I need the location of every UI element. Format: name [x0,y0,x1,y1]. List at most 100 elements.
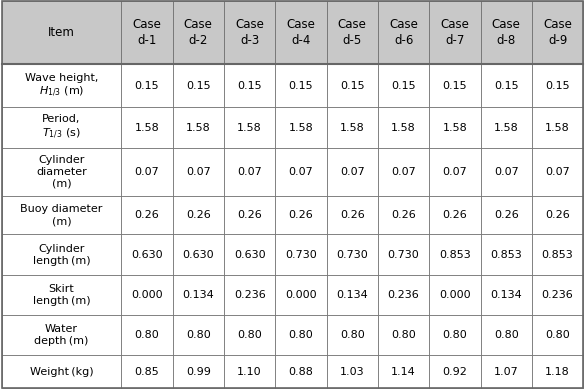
Bar [121,1,173,64]
Bar [378,107,429,148]
Text: 0.730: 0.730 [388,249,419,259]
Text: 0.236: 0.236 [388,290,419,300]
Bar [224,1,276,64]
Text: 0.15: 0.15 [186,81,211,91]
Bar [429,355,481,388]
Text: Weight (kg): Weight (kg) [30,366,94,377]
Text: 1.58: 1.58 [288,123,314,133]
Bar [481,275,532,315]
Bar [276,235,326,275]
Text: 1.58: 1.58 [340,123,364,133]
Bar [326,355,378,388]
Text: 1.58: 1.58 [545,123,570,133]
Text: 0.26: 0.26 [135,210,159,220]
Text: Case
d-4: Case d-4 [287,18,315,47]
Bar [173,1,224,64]
Bar [224,148,276,196]
Text: 0.853: 0.853 [542,249,573,259]
Text: 0.730: 0.730 [285,249,317,259]
Text: Case
d-3: Case d-3 [235,18,264,47]
Bar [532,275,583,315]
Text: 1.58: 1.58 [391,123,416,133]
Text: Case
d-5: Case d-5 [338,18,367,47]
Text: 0.07: 0.07 [288,167,314,177]
Text: 0.80: 0.80 [135,330,159,340]
Bar [276,1,326,64]
Text: 0.15: 0.15 [135,81,159,91]
Text: 0.80: 0.80 [288,330,314,340]
Text: 0.80: 0.80 [340,330,364,340]
Text: 0.07: 0.07 [391,167,416,177]
Text: 1.58: 1.58 [186,123,211,133]
Text: 0.88: 0.88 [288,366,314,377]
Text: 0.630: 0.630 [234,249,266,259]
Text: 0.853: 0.853 [439,249,471,259]
Text: 0.134: 0.134 [183,290,214,300]
Text: 0.26: 0.26 [391,210,416,220]
Bar [121,148,173,196]
Bar [429,148,481,196]
Bar [224,64,276,107]
Text: 0.07: 0.07 [494,167,519,177]
Text: 1.10: 1.10 [238,366,262,377]
Bar [224,355,276,388]
Text: 0.15: 0.15 [443,81,467,91]
Bar [2,196,121,235]
Bar [173,315,224,355]
Text: Buoy diameter
(m): Buoy diameter (m) [20,204,103,226]
Text: 0.730: 0.730 [336,249,368,259]
Bar [378,64,429,107]
Bar [2,355,121,388]
Text: Case
d-2: Case d-2 [184,18,213,47]
Bar [326,315,378,355]
Text: 0.000: 0.000 [131,290,163,300]
Bar [429,235,481,275]
Text: 0.26: 0.26 [340,210,364,220]
Bar [173,275,224,315]
Bar [224,196,276,235]
Text: 0.15: 0.15 [494,81,518,91]
Bar [276,64,326,107]
Text: Cylinder
length (m): Cylinder length (m) [33,244,90,266]
Text: Case
d-1: Case d-1 [133,18,161,47]
Text: 0.07: 0.07 [135,167,159,177]
Bar [378,235,429,275]
Text: 0.85: 0.85 [135,366,159,377]
Bar [276,148,326,196]
Text: 0.26: 0.26 [494,210,519,220]
Bar [481,148,532,196]
Bar [532,235,583,275]
Text: 0.80: 0.80 [238,330,262,340]
Bar [326,235,378,275]
Bar [429,196,481,235]
Bar [276,355,326,388]
Text: 0.26: 0.26 [288,210,314,220]
Bar [173,355,224,388]
Text: 0.07: 0.07 [186,167,211,177]
Bar [326,196,378,235]
Bar [481,235,532,275]
Text: 0.236: 0.236 [542,290,573,300]
Text: 0.80: 0.80 [494,330,519,340]
Text: 0.000: 0.000 [285,290,316,300]
Bar [378,148,429,196]
Bar [326,64,378,107]
Bar [378,275,429,315]
Bar [173,235,224,275]
Text: 0.99: 0.99 [186,366,211,377]
Bar [532,355,583,388]
Text: 0.80: 0.80 [186,330,211,340]
Text: Case
d-8: Case d-8 [492,18,521,47]
Bar [481,64,532,107]
Text: Case
d-7: Case d-7 [441,18,469,47]
Text: 0.80: 0.80 [545,330,570,340]
Text: 1.58: 1.58 [135,123,159,133]
Bar [532,148,583,196]
Bar [276,196,326,235]
Text: Case
d-6: Case d-6 [389,18,418,47]
Bar [481,355,532,388]
Text: 0.26: 0.26 [545,210,570,220]
Bar [121,355,173,388]
Text: 1.58: 1.58 [443,123,467,133]
Text: 0.15: 0.15 [391,81,416,91]
